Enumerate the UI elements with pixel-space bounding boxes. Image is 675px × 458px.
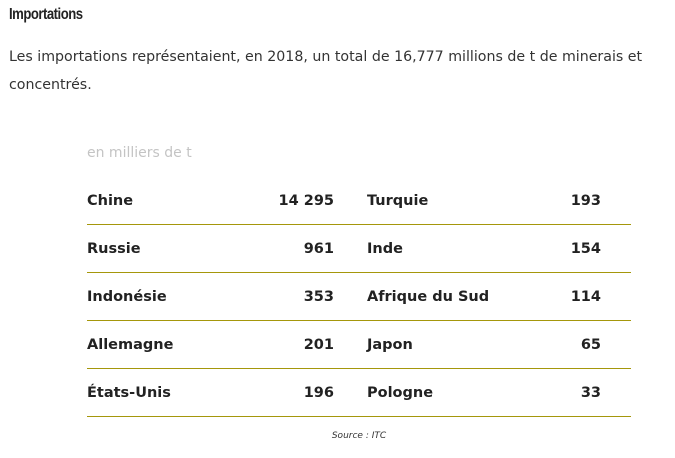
table-row: Allemagne 201 Japon 65	[87, 322, 631, 369]
imports-table: Chine 14 295 Turquie 193 Russie 961 Inde…	[87, 178, 631, 418]
country-name: Pologne	[367, 385, 434, 401]
import-value: 353	[303, 289, 334, 305]
country-name: Allemagne	[87, 337, 174, 353]
country-name: Indonésie	[87, 289, 167, 305]
country-name: Chine	[87, 193, 134, 209]
import-value: 154	[570, 241, 601, 257]
source-note: Source : ITC	[331, 431, 387, 441]
section-heading: Importations	[9, 6, 83, 23]
import-value: 201	[303, 337, 334, 353]
table-row: Indonésie 353 Afrique du Sud 114	[87, 274, 631, 321]
import-value: 193	[570, 193, 601, 209]
country-name: États-Unis	[87, 385, 171, 401]
country-name: Inde	[367, 241, 403, 257]
country-name: Japon	[367, 337, 413, 353]
country-name: Afrique du Sud	[367, 289, 490, 305]
import-value: 961	[303, 241, 334, 257]
import-value: 33	[580, 385, 601, 401]
country-name: Turquie	[367, 193, 429, 209]
unit-note: en milliers de t	[87, 145, 192, 161]
country-name: Russie	[87, 241, 141, 257]
table-row: Chine 14 295 Turquie 193	[87, 178, 631, 225]
import-value: 114	[570, 289, 601, 305]
table-row: États-Unis 196 Pologne 33	[87, 370, 631, 417]
import-value: 65	[580, 337, 601, 353]
import-value: 14 295	[278, 193, 335, 209]
import-value: 196	[303, 385, 334, 401]
intro-paragraph: Les importations représentaient, en 2018…	[9, 49, 643, 93]
table-row: Russie 961 Inde 154	[87, 226, 631, 273]
